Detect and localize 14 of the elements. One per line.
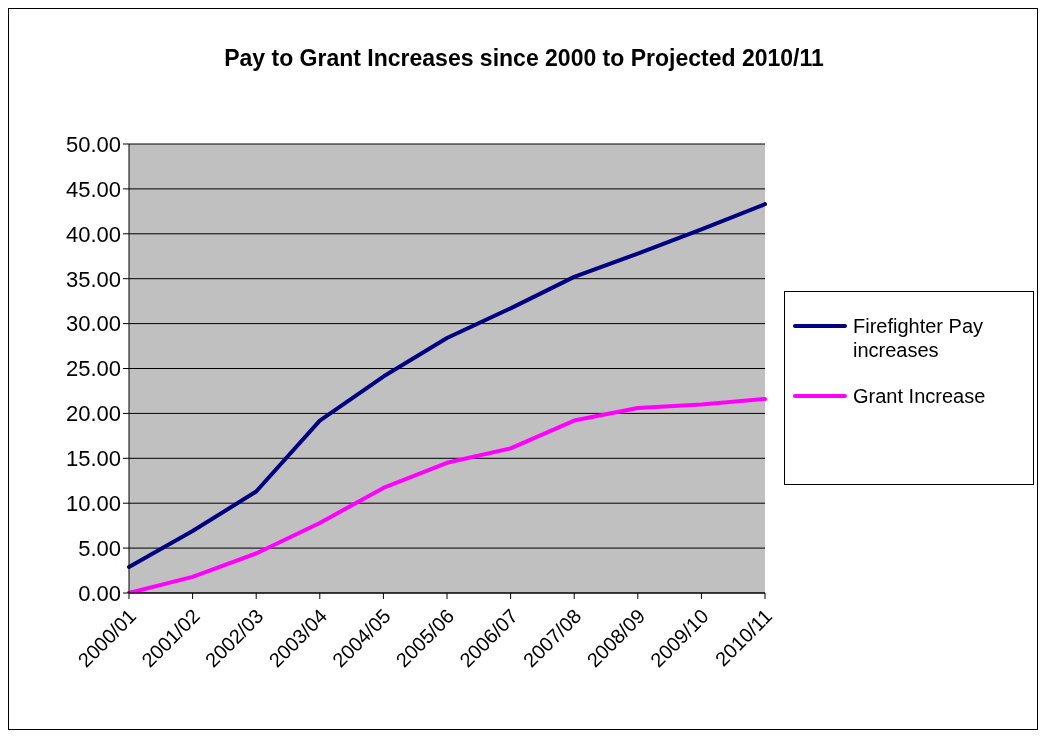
y-tick-label: 10.00 [65,491,121,517]
y-tick-label: 0.00 [78,580,121,606]
y-tick-label: 45.00 [65,176,121,202]
legend-label: Firefighter Pay increases [853,314,985,362]
y-tick-label: 25.00 [65,356,121,382]
legend-label: Grant Increase [853,384,986,408]
y-tick-label: 20.00 [65,401,121,427]
y-tick-label: 35.00 [65,266,121,292]
y-tick-label: 40.00 [65,221,121,247]
y-tick-label: 50.00 [65,131,121,157]
y-tick-label: 30.00 [65,311,121,337]
chart-title: Pay to Grant Increases since 2000 to Projected 2010/11 [223,45,825,72]
y-tick-label: 5.00 [78,535,121,561]
y-tick-label: 15.00 [65,446,121,472]
